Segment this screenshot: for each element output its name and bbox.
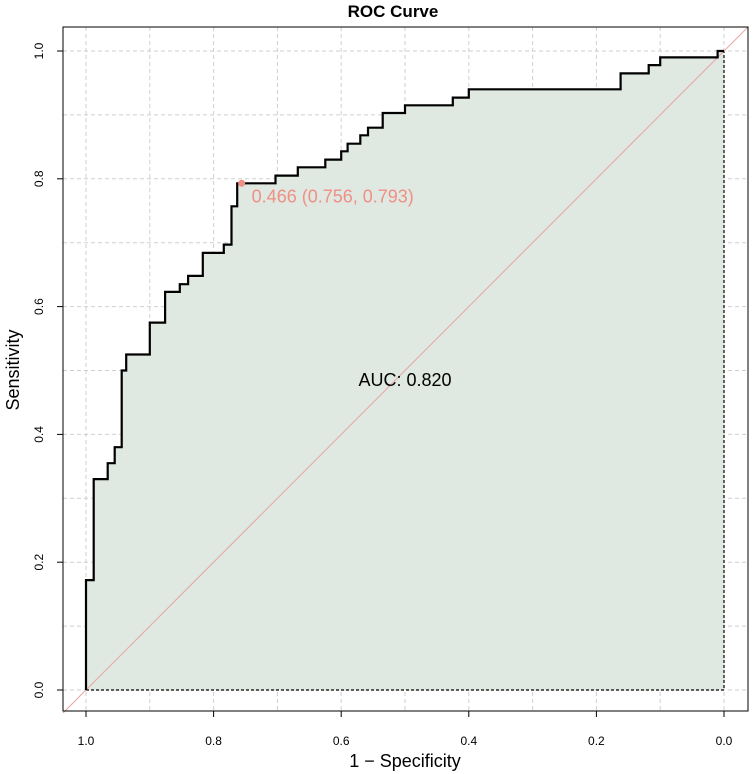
chart-title: ROC Curve xyxy=(348,2,439,21)
best-threshold-label: 0.466 (0.756, 0.793) xyxy=(252,186,414,206)
x-tick-label: 0.2 xyxy=(588,734,605,748)
curve-bounds-dashed xyxy=(86,51,725,691)
y-tick-label: 0.4 xyxy=(32,426,46,443)
y-axis: 0.0 0.2 0.4 0.6 0.8 1.0 xyxy=(32,42,63,698)
x-tick-label: 1.0 xyxy=(78,734,95,748)
y-axis-label: Sensitivity xyxy=(3,329,23,410)
roc-curve-line xyxy=(84,49,724,690)
plot-frame xyxy=(62,26,749,712)
y-tick-label: 0.6 xyxy=(32,298,46,315)
x-axis-label: 1 − Specificity xyxy=(349,751,461,771)
best-threshold-point xyxy=(238,179,246,187)
x-tick-label: 0.8 xyxy=(205,734,222,748)
chance-diagonal-line xyxy=(62,26,749,714)
x-tick-label: 0.0 xyxy=(716,734,733,748)
x-tick-label: 0.4 xyxy=(460,734,477,748)
x-tick-label: 0.6 xyxy=(333,734,350,748)
y-tick-label: 0.0 xyxy=(32,681,46,698)
x-axis: 1.0 0.8 0.6 0.4 0.2 0.0 xyxy=(78,711,733,748)
auc-label: AUC: 0.820 xyxy=(358,370,451,390)
y-tick-label: 1.0 xyxy=(32,42,46,59)
y-tick-label: 0.8 xyxy=(32,170,46,187)
y-tick-label: 0.2 xyxy=(32,554,46,571)
